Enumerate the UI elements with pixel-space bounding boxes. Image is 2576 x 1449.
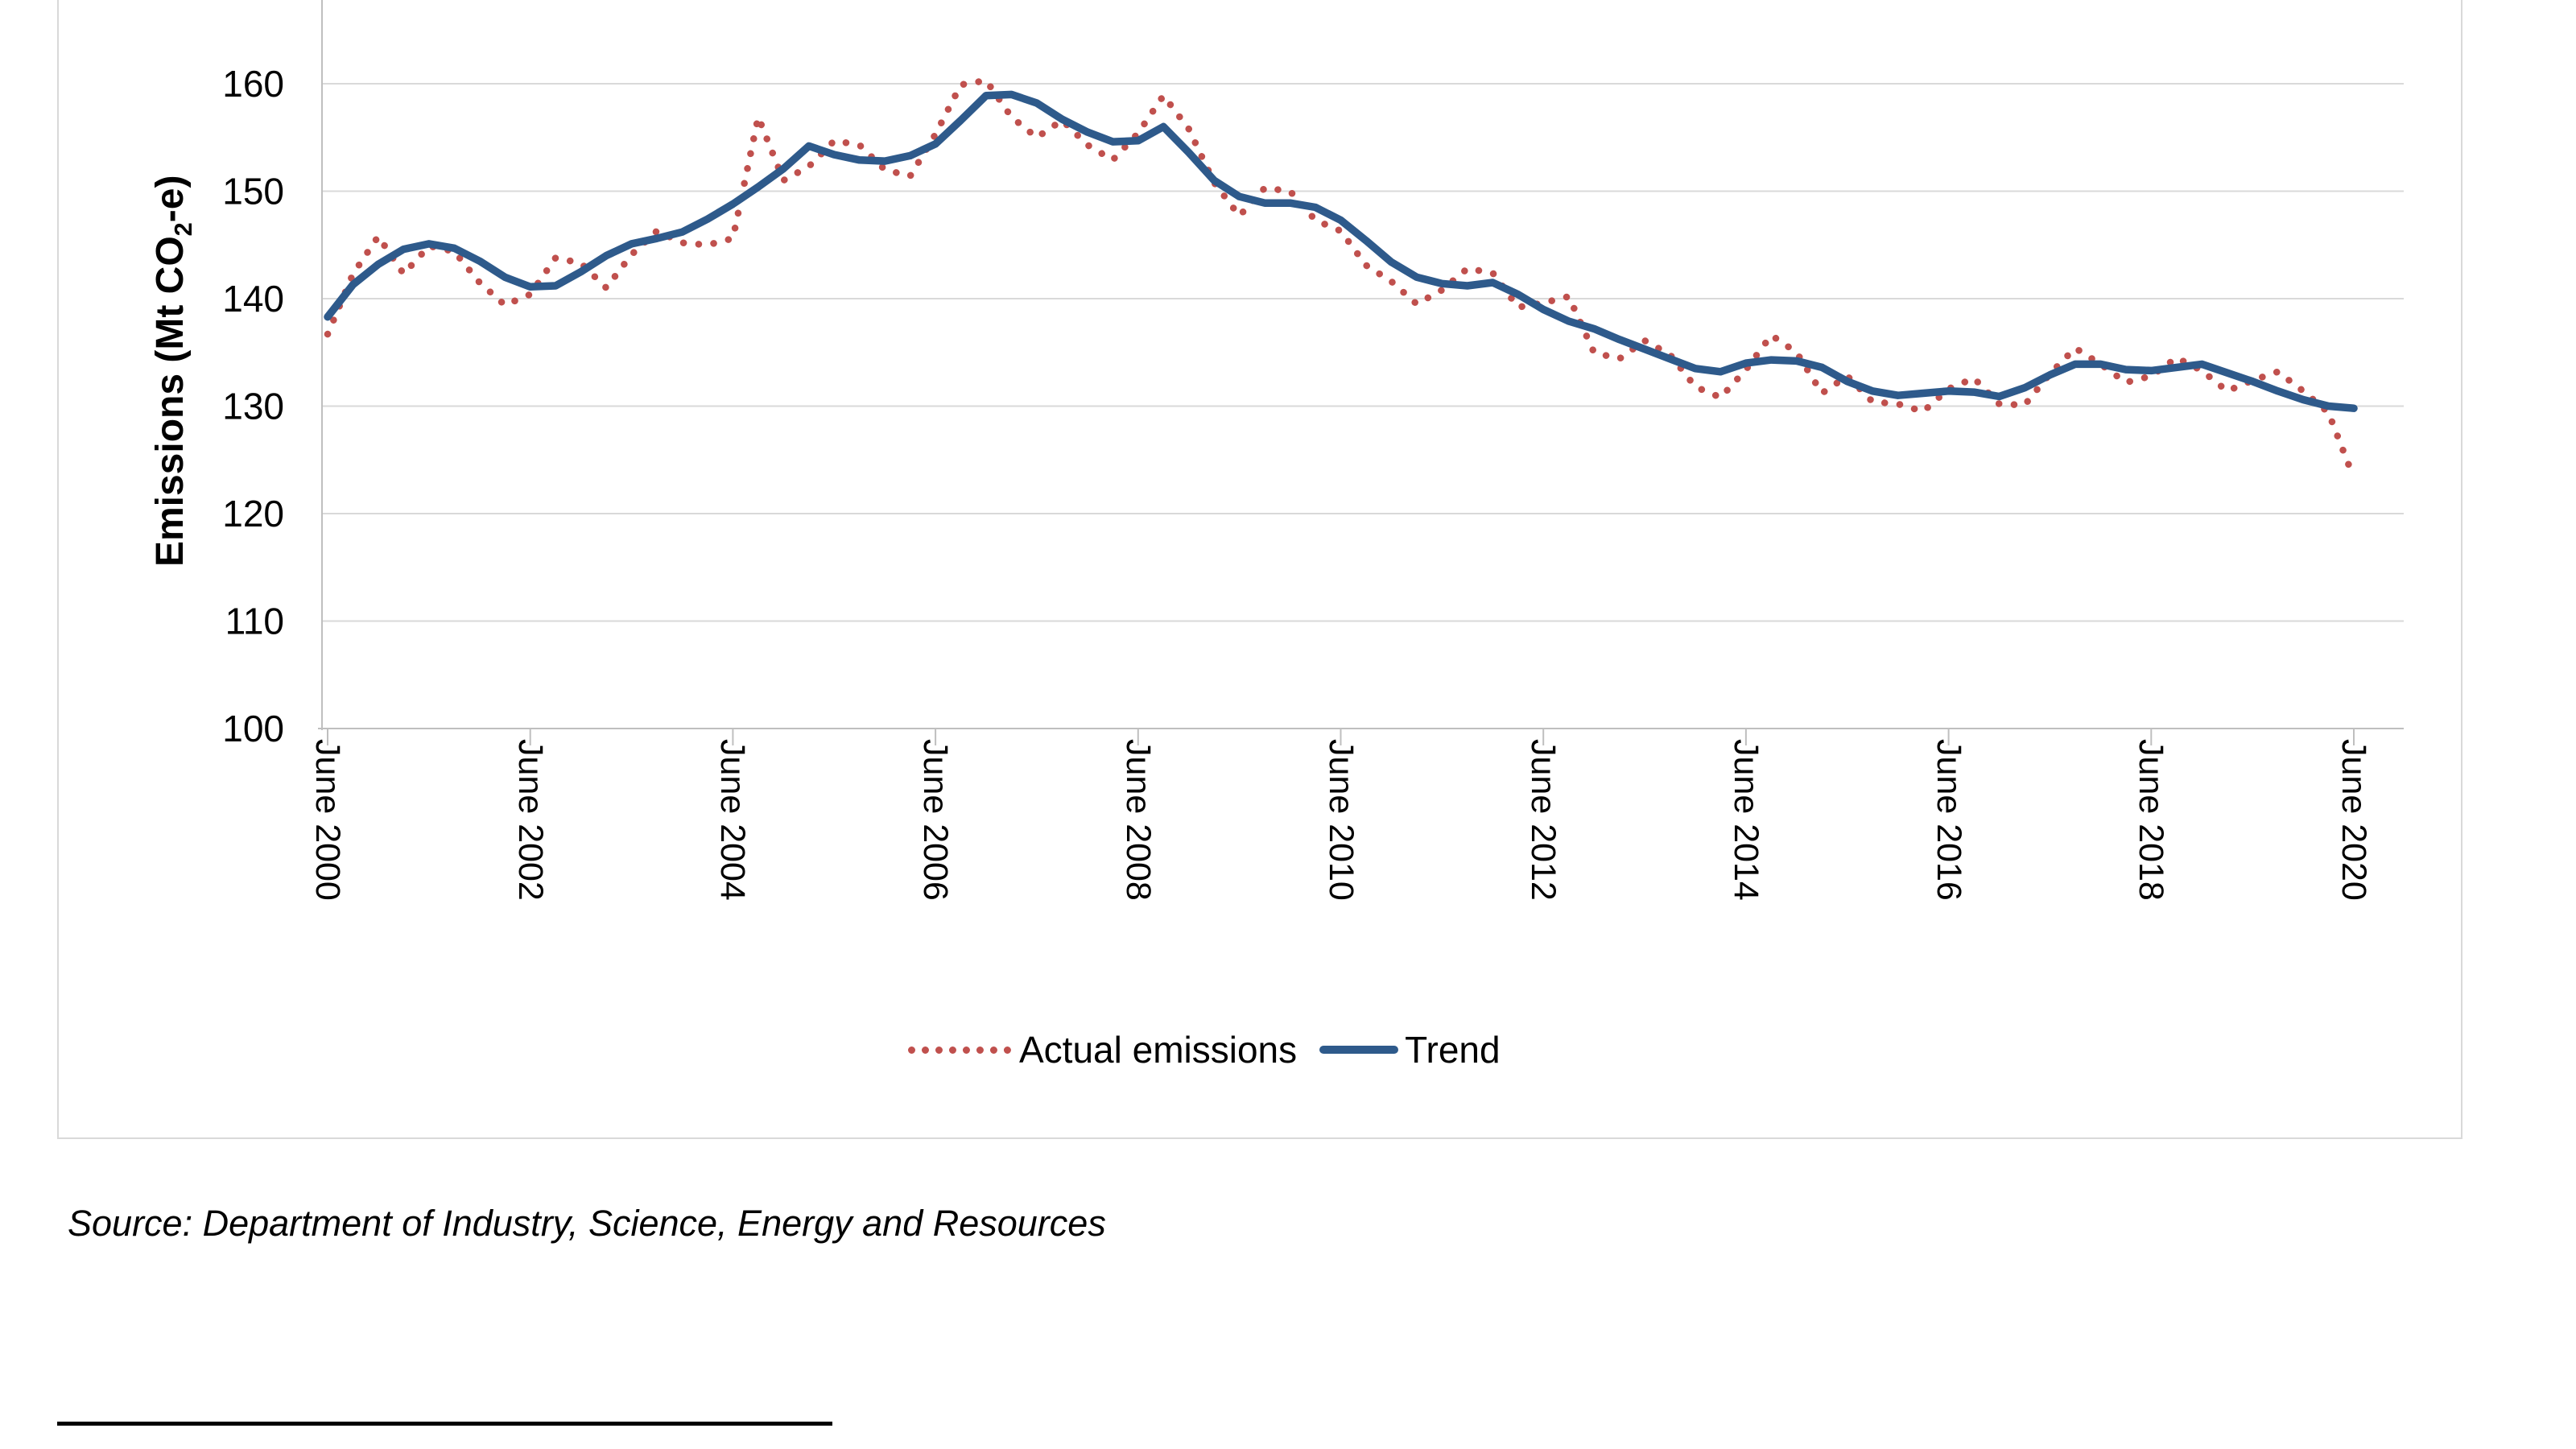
x-tick-label: June 2018 (2132, 739, 2171, 901)
x-tick-label: June 2016 (1929, 739, 1968, 901)
x-tick-label: June 2002 (510, 739, 550, 901)
y-axis-title-subscript: 2 (168, 222, 197, 237)
x-tick-label: June 2000 (308, 739, 347, 901)
y-axis-title-suffix: -e) (149, 175, 192, 223)
y-tick-label: 150 (222, 171, 284, 213)
y-tick-label: 100 (222, 708, 284, 749)
trend-solid-swatch (1319, 1046, 1399, 1054)
x-tick-label: June 2006 (916, 739, 956, 901)
source-note: Source: Department of Industry, Science,… (68, 1203, 1106, 1244)
chart-area (57, 0, 2462, 1139)
legend: Actual emissions Trend (908, 1028, 1501, 1071)
trend-line (324, 90, 2358, 412)
x-tick-label: June 2008 (1118, 739, 1158, 901)
y-tick-label: 120 (222, 493, 284, 535)
y-axis-title-text: Emissions (Mt CO (149, 236, 192, 568)
x-tick-label: June 2010 (1321, 739, 1360, 901)
y-tick-label: 160 (222, 63, 284, 105)
legend-item-trend: Trend (1319, 1028, 1501, 1071)
y-axis-title: Emissions (Mt CO2-e) (148, 122, 198, 621)
y-tick-label: 110 (225, 601, 284, 642)
y-tick-label: 140 (222, 278, 284, 320)
y-tick-label: 130 (222, 386, 284, 427)
x-tick-label: June 2014 (1726, 739, 1765, 901)
legend-label-actual-emissions: Actual emissions (1019, 1029, 1298, 1071)
actual-emissions-dotted-swatch (908, 1046, 1011, 1054)
footnote-rule (57, 1422, 832, 1426)
legend-item-actual-emissions: Actual emissions (908, 1028, 1297, 1071)
actual-emissions-line (324, 76, 2358, 482)
x-tick-label: June 2020 (2334, 739, 2373, 901)
x-tick-label: June 2012 (1524, 739, 1563, 901)
x-tick-label: June 2004 (713, 739, 753, 901)
legend-label-trend: Trend (1405, 1029, 1501, 1071)
